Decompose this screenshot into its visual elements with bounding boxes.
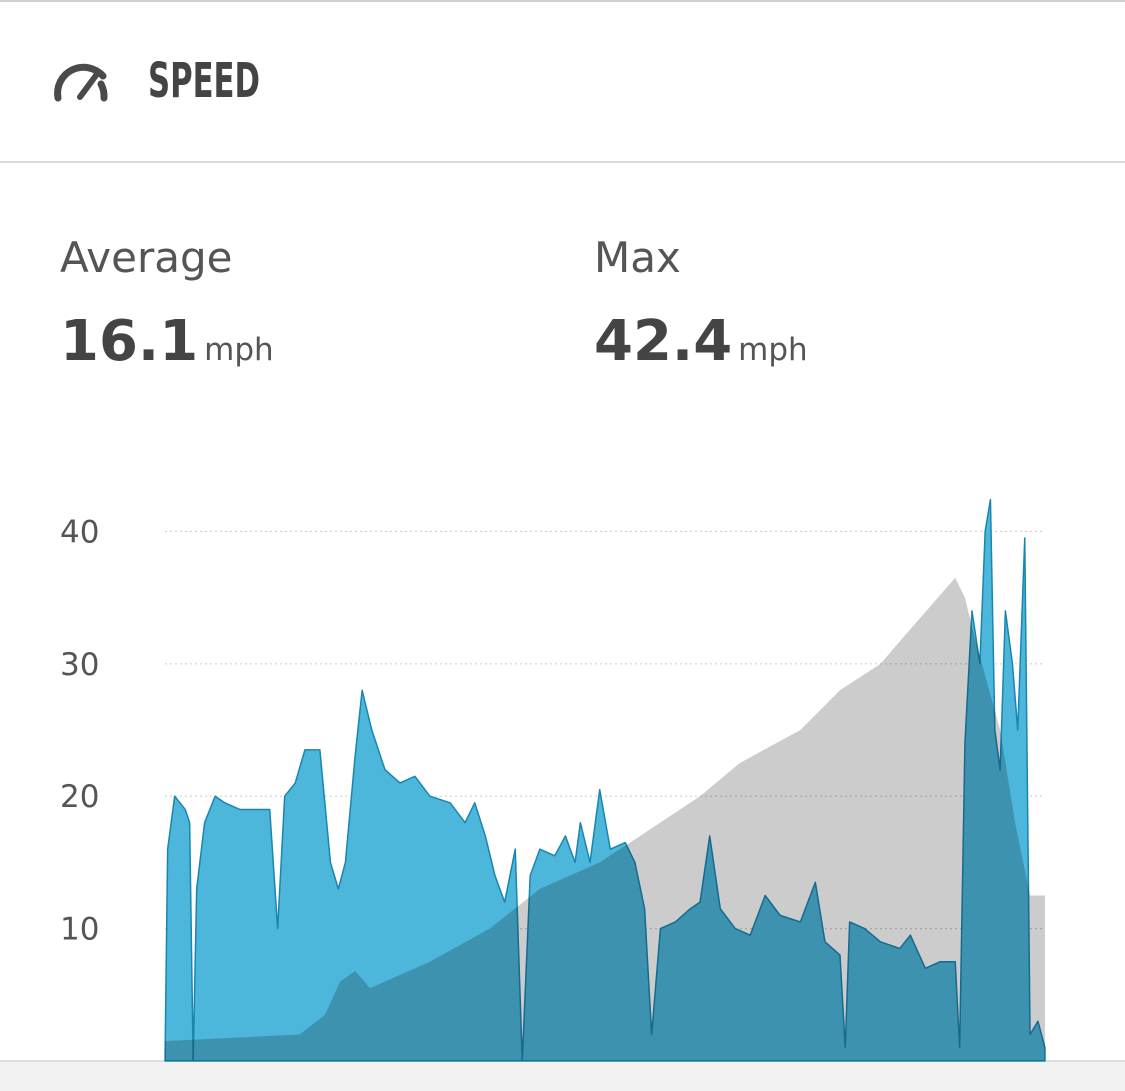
stat-value: 42.4 — [594, 309, 732, 374]
speed-icon — [54, 63, 108, 102]
stat-label: Average — [60, 233, 232, 282]
stat-label: Max — [594, 233, 681, 282]
y-tick-label: 20 — [60, 779, 99, 815]
y-tick-label: 30 — [60, 647, 99, 683]
stat-unit: mph — [738, 332, 808, 368]
section-title: SPEED — [148, 53, 260, 109]
stat-unit: mph — [204, 332, 274, 368]
y-tick-label: 10 — [60, 912, 99, 948]
stat-value: 16.1 — [60, 309, 198, 374]
elevation-area — [165, 577, 1045, 1061]
y-tick-label: 40 — [60, 514, 99, 550]
bottom-band — [0, 1061, 1125, 1091]
